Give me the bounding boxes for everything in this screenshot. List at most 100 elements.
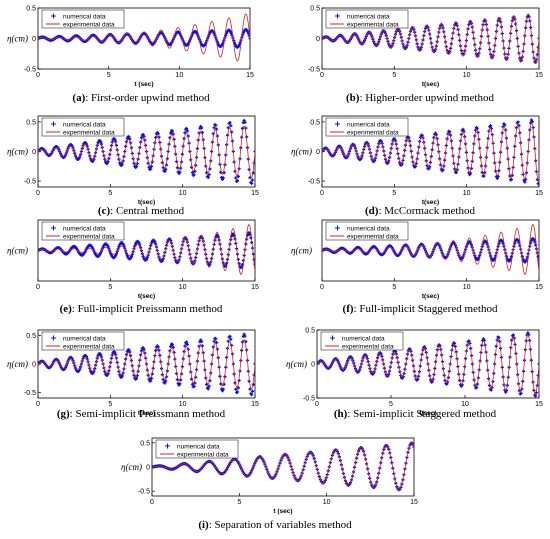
numerical-point [199, 126, 204, 130]
experimental-series [322, 224, 539, 275]
legend-label: experimental data [177, 451, 229, 458]
y-tick-label: 0 [32, 36, 36, 43]
numerical-point [234, 387, 238, 391]
chart-svg: 0 5 10 150.50-0.5t(sec)η(cm)numerical datae… [7, 115, 259, 206]
legend-label: experimental data [63, 21, 115, 28]
numerical-point [243, 334, 247, 338]
numerical-point [242, 332, 246, 336]
caption-text: : Central method [110, 205, 185, 217]
numerical-point [248, 36, 250, 41]
x-tick-label: 0 [36, 72, 40, 79]
figure-caption: (a): First-order upwind method [6, 92, 276, 104]
caption-text: : First-order upwind method [85, 92, 210, 104]
caption-letter: (b) [346, 92, 360, 104]
numerical-point [144, 257, 149, 261]
x-tick-label: 5 [389, 401, 393, 408]
numerical-point [98, 353, 103, 357]
numerical-point [236, 386, 240, 390]
x-axis-label: t(sec) [422, 81, 439, 88]
numerical-point [519, 391, 523, 395]
y-tick-label: 0.5 [26, 333, 36, 340]
x-tick-label: 15 [535, 401, 543, 408]
experimental-series [38, 13, 250, 62]
x-tick-label: 10 [179, 190, 187, 197]
y-tick-label: 0 [146, 465, 150, 472]
numerical-point [127, 348, 131, 352]
chart-svg: 0 5 10 150.50-0.5t(sec)η(cm)numerical datae… [286, 328, 543, 418]
legend-label: numerical data [347, 121, 390, 128]
legend-box [41, 117, 125, 137]
numerical-point [230, 33, 234, 38]
y-tick-label: 0 [316, 36, 320, 43]
x-tick-label: 0 [36, 190, 40, 197]
numerical-point [511, 333, 515, 337]
experimental-line [152, 442, 414, 491]
legend-label: numerical data [347, 225, 390, 232]
numerical-point [537, 181, 539, 185]
x-tick-label: 5 [237, 499, 241, 506]
x-tick-label: 15 [246, 72, 254, 79]
numerical-point [113, 137, 117, 141]
caption-letter: (h) [333, 408, 348, 420]
legend-box [41, 221, 125, 241]
numerical-point [114, 253, 118, 258]
legend-label: experimental data [347, 129, 399, 136]
numerical-point [91, 159, 95, 163]
x-axis-label: t(sec) [138, 410, 155, 417]
numerical-point [142, 134, 146, 138]
y-tick-label: -0.5 [308, 67, 320, 74]
numerical-point [178, 382, 182, 386]
legend-numerical-marker [330, 335, 335, 341]
numerical-point [488, 254, 493, 258]
numerical-point [125, 254, 129, 258]
experimental-series [322, 122, 539, 182]
numerical-point [223, 33, 228, 38]
legend-label: experimental data [342, 343, 394, 350]
numerical-point [149, 167, 153, 171]
numerical-point [533, 394, 538, 398]
numerical-point [185, 129, 189, 133]
chart-panel: 0 5 10 15 0.5 0 -0.5 t(sec) η(cm) numerical data e… [6, 110, 261, 221]
x-axis-label: t(sec) [138, 199, 155, 206]
chart-svg: 0 5 10 150.50-0.5t (sec)η(cm)numerical data… [121, 437, 418, 515]
numerical-point [169, 344, 173, 348]
numerical-point [141, 133, 145, 137]
experimental-line [38, 339, 255, 390]
numerical-point [245, 29, 250, 33]
x-tick-label: 10 [179, 284, 187, 291]
numerical-point [225, 261, 229, 265]
figure-caption: (f): Full-implicit Staggered method [290, 303, 550, 315]
chart-panel: 0 5 10 15 0.5 0 -0.5 t(sec) η(cm) numerical data e… [285, 324, 545, 424]
numerical-point [488, 124, 493, 128]
numerical-point [164, 379, 168, 383]
numerical-point [229, 337, 233, 341]
legend-numerical-marker [51, 121, 56, 127]
x-axis-label: t(sec) [422, 293, 439, 300]
numerical-point [147, 377, 151, 381]
numerical-point [427, 167, 431, 171]
numerical-point [149, 376, 154, 380]
x-tick-label: 10 [463, 72, 471, 79]
numerical-point [233, 237, 237, 241]
experimental-line [322, 122, 539, 182]
experimental-line [38, 224, 255, 275]
y-tick-label: 0.5 [305, 328, 315, 335]
caption-letter: (i) [198, 519, 209, 531]
numerical-point [190, 171, 195, 175]
numerical-point [212, 126, 216, 130]
x-tick-label: 5 [392, 284, 396, 291]
legend-box [325, 221, 409, 241]
numerical-point [113, 350, 117, 354]
numerical-point [228, 334, 232, 338]
caption-text: : Separation of variables method [208, 519, 352, 531]
figure-caption: (h): Semi-implicit Staggered method [285, 408, 545, 420]
x-tick-label: 15 [535, 284, 543, 291]
caption-text: : Semi-implicit Preissmann method [69, 408, 226, 420]
numerical-point [171, 345, 175, 349]
numerical-point [228, 121, 232, 125]
experimental-series [317, 334, 539, 395]
chart-svg: 0 5 10 150.50-0.5t (sec)η(cm)numerical data… [7, 6, 254, 89]
numerical-point [243, 120, 247, 124]
numerical-point [250, 389, 255, 393]
numerical-point [221, 176, 225, 180]
